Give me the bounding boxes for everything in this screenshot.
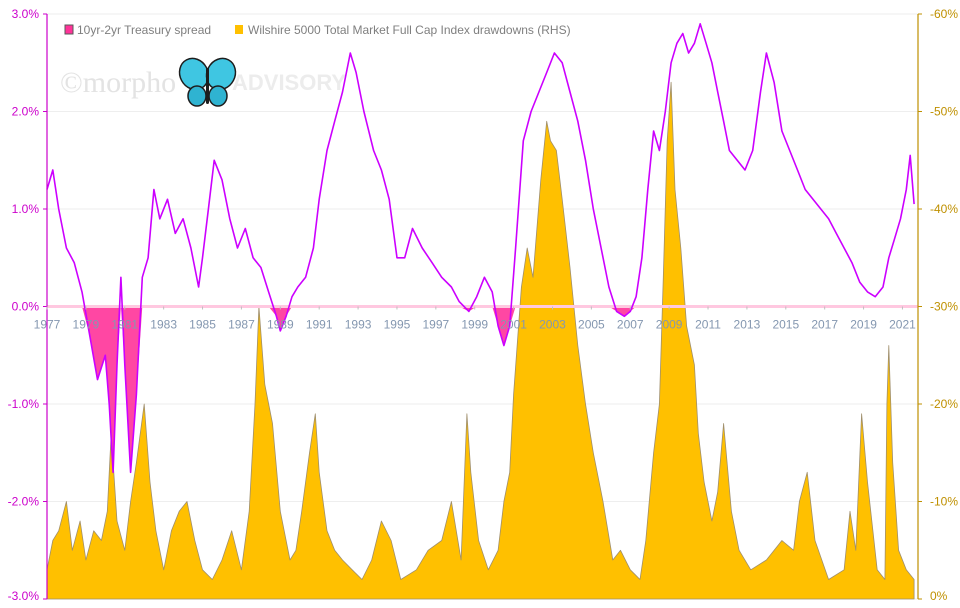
drawdown-area: [46, 81, 915, 600]
axes: 3.0% 2.0% 1.0% 0.0% -1.0% -2.0% -3.0% -60% -50% -…: [8, 7, 959, 603]
x-tick-label: 2011: [695, 318, 721, 332]
x-tick-label: 1979: [73, 318, 100, 332]
drawdown-series: [46, 81, 915, 600]
right-tick-label: -30%: [930, 300, 958, 314]
x-tick-label: 1997: [422, 318, 449, 332]
left-tick-label: 2.0%: [12, 105, 40, 119]
legend: 10yr-2yr Treasury spread Wilshire 5000 T…: [64, 23, 571, 37]
x-tick-label: 2019: [850, 318, 877, 332]
right-tick-label: -60%: [930, 7, 958, 21]
butterfly-logo-icon: [178, 57, 237, 107]
watermark-text-right: ADVISORY: [232, 70, 346, 95]
right-tick-label: 0%: [930, 589, 948, 603]
zero-baseline-band: [47, 305, 918, 308]
x-tick-label: 2007: [617, 318, 644, 332]
x-tick-label: 1993: [345, 318, 372, 332]
legend-item-spread: 10yr-2yr Treasury spread: [64, 23, 211, 37]
right-tick-label: -20%: [930, 397, 958, 411]
legend-swatch-drawdowns: [235, 25, 243, 34]
x-tick-label: 2017: [811, 318, 838, 332]
left-tick-label: 0.0%: [12, 300, 40, 314]
spread-series: [46, 22, 918, 474]
x-tick-label: 2009: [656, 318, 683, 332]
legend-item-drawdowns: Wilshire 5000 Total Market Full Cap Inde…: [235, 23, 571, 37]
x-tick-label: 1981: [111, 318, 138, 332]
spread-line: [46, 22, 915, 474]
x-tick-label: 1991: [306, 318, 333, 332]
legend-swatch-spread: [64, 24, 74, 35]
x-tick-label: 1983: [150, 318, 177, 332]
x-tick-label: 2021: [889, 318, 916, 332]
x-tick-label: 1995: [384, 318, 411, 332]
left-tick-label: -3.0%: [8, 589, 40, 603]
legend-label-spread: 10yr-2yr Treasury spread: [77, 23, 211, 37]
left-tick-label: 3.0%: [12, 7, 40, 21]
x-tick-label: 2005: [578, 318, 605, 332]
right-tick-label: -50%: [930, 105, 958, 119]
right-tick-label: -40%: [930, 202, 958, 216]
x-tick-label: 1999: [461, 318, 488, 332]
x-tick-label: 1989: [267, 318, 294, 332]
x-tick-label: 2015: [772, 318, 799, 332]
left-tick-label: -2.0%: [8, 495, 40, 509]
x-tick-label: 2003: [539, 318, 566, 332]
x-tick-label: 1987: [228, 318, 255, 332]
left-tick-label: -1.0%: [8, 397, 40, 411]
watermark: ©morpho ADVISORY: [60, 57, 346, 107]
spread-negative-fill: [47, 306, 915, 473]
right-tick-label: -10%: [930, 495, 958, 509]
x-tick-label: 2013: [734, 318, 761, 332]
x-tick-label: 1977: [34, 318, 61, 332]
left-tick-label: 1.0%: [12, 202, 40, 216]
watermark-text-left: ©morpho: [60, 66, 176, 99]
x-tick-label: 2001: [500, 318, 527, 332]
legend-label-drawdowns: Wilshire 5000 Total Market Full Cap Inde…: [248, 23, 571, 37]
x-tick-label: 1985: [189, 318, 216, 332]
